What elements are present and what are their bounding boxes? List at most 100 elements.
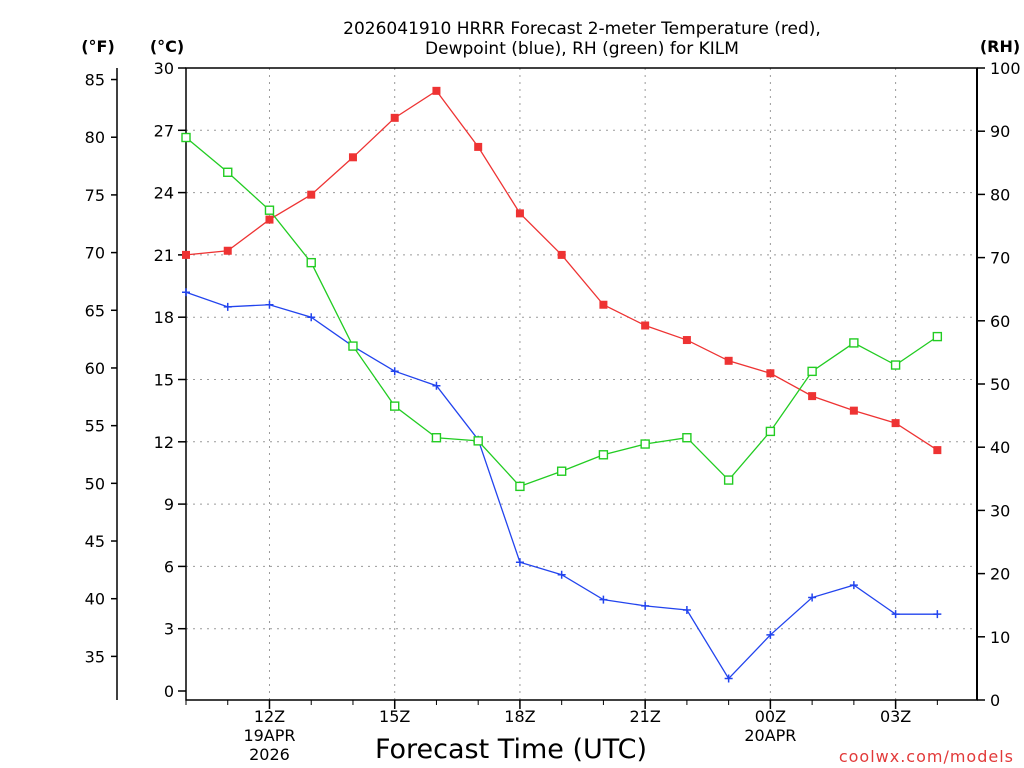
rh-point <box>556 466 567 476</box>
rh-point <box>515 481 525 492</box>
rh-tick-label: 10 <box>990 628 1010 647</box>
rh-point <box>723 475 734 485</box>
series-group <box>181 86 943 683</box>
fahrenheit-tick-label: 45 <box>85 532 105 551</box>
time-tick-date: 19APR <box>243 726 295 745</box>
series-line <box>185 291 938 680</box>
rh-point <box>223 167 233 177</box>
rh-tick-label: 0 <box>990 691 1000 710</box>
time-tick-date: 20APR <box>744 726 796 745</box>
temperature-point <box>557 250 566 259</box>
rh-point <box>890 360 901 370</box>
temperature-point <box>307 190 316 199</box>
rh-point <box>932 331 943 342</box>
rh-point <box>598 450 609 460</box>
rh-point <box>640 439 650 449</box>
dewpoint-point <box>265 300 274 309</box>
fahrenheit-tick-label: 35 <box>85 647 105 666</box>
series-dewpoint <box>182 288 942 683</box>
celsius-tick-label: 0 <box>164 682 174 701</box>
celsius-tick-label: 12 <box>154 433 174 452</box>
time-tick-label: 18Z <box>504 707 535 726</box>
credit-label: coolwx.com/models <box>839 747 1014 766</box>
rh-point <box>765 426 776 437</box>
temperature-point <box>515 209 524 218</box>
celsius-tick-label: 6 <box>164 557 174 576</box>
fahrenheit-tick-label: 70 <box>85 244 105 263</box>
celsius-tick-label: 30 <box>154 59 174 78</box>
dewpoint-point <box>390 367 399 376</box>
time-tick-label: 15Z <box>379 707 410 726</box>
series-rh <box>181 132 943 492</box>
temperature-point <box>348 153 357 162</box>
fahrenheit-ticks: 35 40 45 50 55 60 65 70 75 80 85 <box>85 71 117 666</box>
temperature-point <box>432 86 441 95</box>
series-line <box>185 137 938 488</box>
rh-tick-label: 20 <box>990 565 1010 584</box>
series-2-meter-temperature <box>182 86 942 455</box>
temperature-point <box>849 406 858 415</box>
time-tick-label: 00Z <box>755 707 786 726</box>
time-tick-label: 21Z <box>629 707 660 726</box>
celsius-unit-label: (°C) <box>150 37 184 56</box>
dewpoint-point <box>599 595 608 604</box>
fahrenheit-tick-label: 55 <box>85 417 105 436</box>
rh-unit-label: (RH) <box>980 37 1020 56</box>
dewpoint-point <box>682 606 691 615</box>
plot-frame <box>185 67 978 701</box>
dewpoint-point <box>515 558 524 567</box>
dewpoint-point <box>808 593 817 602</box>
rh-tick-label: 80 <box>990 185 1010 204</box>
dewpoint-point <box>724 674 733 683</box>
rh-tick-label: 30 <box>990 501 1010 520</box>
fahrenheit-tick-label: 75 <box>85 186 105 205</box>
gridlines <box>186 68 977 700</box>
dewpoint-point <box>766 630 775 639</box>
chart-title-line2: Dewpoint (blue), RH (green) for KILM <box>425 39 739 59</box>
series-line <box>185 89 938 451</box>
temperature-point <box>265 215 274 224</box>
x-axis-label: Forecast Time (UTC) <box>375 734 647 765</box>
temperature-point <box>724 356 733 365</box>
dewpoint-point <box>557 570 566 579</box>
rh-point <box>181 132 191 143</box>
fahrenheit-tick-label: 80 <box>85 128 105 147</box>
dewpoint-point <box>182 288 190 297</box>
temperature-point <box>808 392 817 401</box>
fahrenheit-unit-label: (°F) <box>81 37 115 56</box>
temperature-point <box>766 369 775 378</box>
dewpoint-point <box>849 581 858 590</box>
time-tick-year: 2026 <box>249 745 290 764</box>
temperature-point <box>933 446 942 455</box>
time-tick-label: 03Z <box>880 707 911 726</box>
dewpoint-point <box>307 313 316 322</box>
temperature-point <box>474 142 483 151</box>
celsius-tick-label: 18 <box>154 308 174 327</box>
rh-point <box>306 257 316 268</box>
dewpoint-point <box>891 610 900 619</box>
celsius-tick-label: 3 <box>164 620 174 639</box>
fahrenheit-tick-label: 85 <box>85 71 105 90</box>
temperature-point <box>599 300 608 309</box>
dewpoint-point <box>432 381 441 390</box>
dewpoint-point <box>641 601 650 610</box>
rh-point <box>849 338 859 348</box>
time-tick-label: 12Z <box>254 707 285 726</box>
rh-tick-label: 90 <box>990 122 1010 141</box>
celsius-tick-label: 21 <box>154 246 174 265</box>
temperature-point <box>641 321 650 330</box>
dewpoint-point <box>933 610 942 619</box>
fahrenheit-tick-label: 50 <box>85 474 105 493</box>
rh-tick-label: 100 <box>990 59 1021 78</box>
temperature-point <box>891 419 900 428</box>
rh-tick-label: 60 <box>990 312 1010 331</box>
celsius-tick-label: 24 <box>154 184 174 203</box>
chart-title-line1: 2026041910 HRRR Forecast 2-meter Tempera… <box>343 19 821 39</box>
rh-point <box>807 366 817 377</box>
rh-point <box>473 436 483 446</box>
rh-point <box>431 433 442 443</box>
fahrenheit-tick-label: 40 <box>85 590 105 609</box>
fahrenheit-tick-label: 60 <box>85 359 105 378</box>
